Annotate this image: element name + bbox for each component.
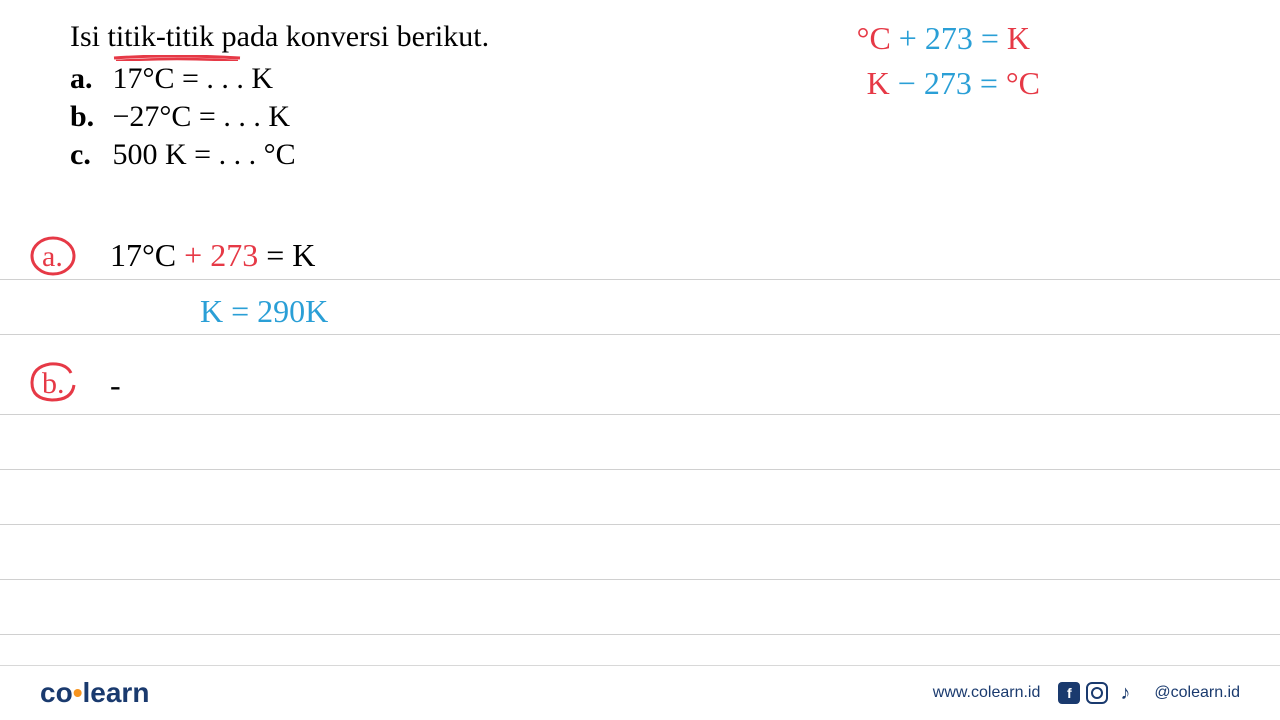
footer-handle: @colearn.id (1154, 684, 1240, 702)
rule-3 (0, 335, 1280, 415)
red-underline (112, 55, 242, 61)
footer-right: www.colearn.id f ♪ @colearn.id (933, 682, 1240, 704)
logo-dot: • (73, 677, 83, 708)
a-l1-p3: = K (266, 237, 315, 273)
question-block: Isi titik-titik pada konversi berikut. a… (0, 0, 1280, 172)
rule-7 (0, 580, 1280, 635)
answer-a-line2: K = 290K (200, 293, 328, 330)
f2-k: K (867, 65, 890, 101)
rule-5 (0, 470, 1280, 525)
answer-a-letter: a. (42, 240, 63, 273)
logo-learn: learn (83, 677, 150, 708)
colearn-logo: co•learn (40, 677, 149, 709)
a-l1-p2: + 273 (184, 237, 258, 273)
f1-degc: °C (857, 20, 891, 56)
tiktok-icon: ♪ (1114, 682, 1136, 704)
footer-url: www.colearn.id (933, 684, 1041, 702)
facebook-icon: f (1058, 682, 1080, 704)
f2-minus: − 273 = (898, 65, 1006, 101)
social-icons: f ♪ (1058, 682, 1136, 704)
footer: co•learn www.colearn.id f ♪ @colearn.id (0, 665, 1280, 720)
answer-a-circle: a. (42, 240, 63, 274)
label-a: a. (70, 62, 105, 96)
rule-2 (0, 280, 1280, 335)
answer-b-content: - (110, 367, 121, 404)
a-l1-p1: 17°C (110, 237, 184, 273)
formula-c-to-k: °C + 273 = K (857, 20, 1040, 57)
question-item-c: c. 500 K = . . . °C (70, 138, 1210, 172)
text-c: 500 K = . . . °C (113, 138, 296, 171)
ruled-workspace: a. 17°C + 273 = K K = 290K b. - (0, 225, 1280, 645)
label-b: b. (70, 100, 105, 134)
answer-b-circle: b. (42, 367, 65, 401)
f1-k: K (1007, 20, 1030, 56)
answer-a-line1: 17°C + 273 = K (110, 237, 315, 274)
prompt-text: Isi titik-titik pada konversi berikut. (70, 20, 489, 53)
text-b: −27°C = . . . K (113, 100, 291, 133)
text-a: 17°C = . . . K (113, 62, 274, 95)
rule-6 (0, 525, 1280, 580)
instagram-icon (1086, 682, 1108, 704)
f1-plus: + 273 = (899, 20, 1007, 56)
formula-k-to-c: K − 273 = °C (867, 65, 1040, 102)
formula-annotations: °C + 273 = K K − 273 = °C (857, 20, 1040, 102)
question-item-b: b. −27°C = . . . K (70, 100, 1210, 134)
f2-degc: °C (1006, 65, 1040, 101)
answer-b-letter: b. (42, 367, 65, 400)
rule-4 (0, 415, 1280, 470)
label-c: c. (70, 138, 105, 172)
logo-co: co (40, 677, 73, 708)
